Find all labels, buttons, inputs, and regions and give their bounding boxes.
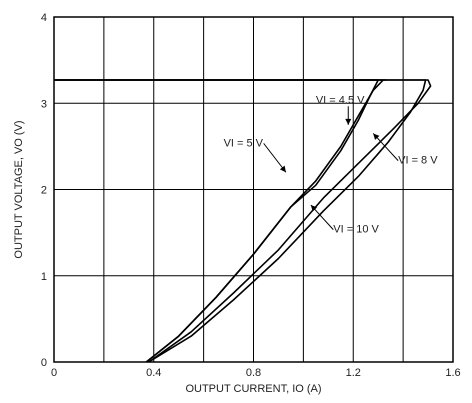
- annotation-arrowhead: [345, 118, 352, 125]
- x-tick-label: 1.2: [346, 367, 361, 379]
- x-tick-label: 0.4: [146, 367, 161, 379]
- series-annotation-label: VI = 5 V: [224, 137, 264, 149]
- y-tick-label: 1: [41, 271, 47, 283]
- y-axis-label: OUTPUT VOLTAGE, VO (V): [13, 120, 25, 258]
- series-annotation-label: VI = 10 V: [333, 224, 379, 236]
- annotation-arrowhead: [310, 205, 318, 212]
- x-tick-label: 0.8: [246, 367, 261, 379]
- series-group: [54, 79, 432, 363]
- annotation-arrowhead: [279, 165, 286, 173]
- x-axis-label: OUTPUT CURRENT, IO (A): [185, 383, 321, 395]
- series-line: [54, 79, 379, 363]
- series-line: [54, 79, 432, 363]
- annotation-arrow-line: [372, 133, 399, 161]
- y-tick-label: 0: [41, 357, 47, 369]
- x-tick-label: 0: [51, 367, 57, 379]
- y-tick-label: 4: [41, 12, 47, 24]
- x-tick-label: 1.6: [445, 367, 460, 379]
- tick-labels: 0 0.4 0.8 1.2 1.6 0 1 2 3 4: [41, 12, 461, 379]
- grid: [54, 17, 453, 362]
- annotations-group: VI = 4.5 V VI = 5 V VI = 8 V VI = 10 V: [224, 94, 439, 235]
- series-annotation-label: VI = 8 V: [398, 155, 438, 167]
- y-tick-label: 2: [41, 185, 47, 197]
- y-tick-label: 3: [41, 98, 47, 110]
- series-line: [54, 79, 427, 363]
- series-annotation-label: VI = 4.5 V: [316, 94, 365, 106]
- annotation-arrowhead: [373, 133, 380, 140]
- annotation-arrow-line: [263, 143, 287, 173]
- plot-frame: [53, 16, 454, 363]
